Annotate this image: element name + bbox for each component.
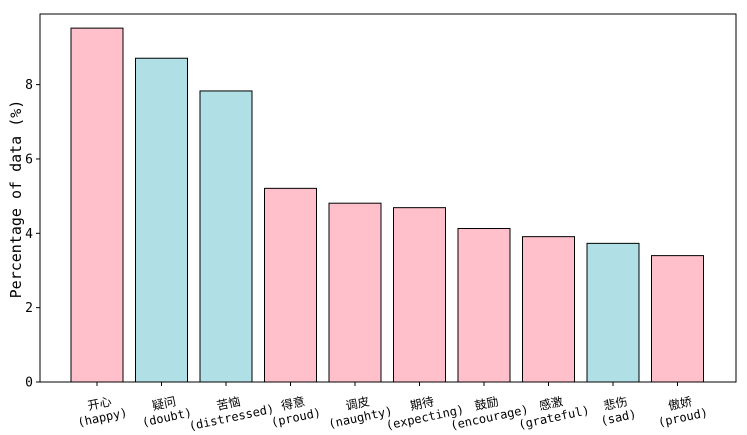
x-tick-label-zh: 得意 (280, 393, 307, 413)
x-tick-label-zh: 鼓励 (473, 394, 499, 413)
bar-1 (70, 27, 124, 383)
y-tick-label: 4 (25, 227, 33, 242)
bar-10 (651, 255, 704, 383)
x-tick-label-zh: 苦恼 (215, 394, 241, 413)
x-tick-label: 得意(proud) (270, 393, 322, 429)
bar-9 (586, 242, 640, 383)
y-tick-label: 0 (25, 376, 33, 391)
bar-2 (135, 57, 188, 383)
x-tick-label-zh: 期待 (409, 394, 435, 413)
bar-4 (264, 187, 317, 383)
bar-5 (328, 202, 382, 383)
y-tick-label: 2 (25, 301, 33, 316)
x-tick-label-zh: 开心 (86, 394, 112, 413)
x-tick-label-zh: 感激 (538, 393, 565, 413)
y-axis-label: Percentage of data (%) (7, 100, 25, 299)
y-tick-label: 6 (25, 152, 33, 167)
bar-8 (522, 236, 575, 383)
x-tick-label: 苦恼(distressed) (188, 394, 276, 433)
x-tick-label-zh: 悲伤 (602, 393, 629, 413)
bar-6 (393, 207, 446, 383)
bar-3 (199, 90, 253, 383)
bar-7 (457, 227, 511, 383)
x-tick-label-zh: 调皮 (344, 394, 370, 413)
x-tick-label: 调皮(naughty) (327, 394, 394, 431)
plot-frame (39, 13, 737, 383)
x-tick-label: 悲伤(sad) (599, 393, 637, 428)
x-tick-label-zh: 疑问 (151, 393, 178, 413)
x-tick-label-zh: 傲娇 (667, 393, 694, 413)
x-tick-label: 疑问(doubt) (141, 393, 193, 429)
x-tick-label: 开心(happy) (76, 394, 128, 429)
x-tick-label: 傲娇(proud) (657, 393, 709, 429)
y-tick-label: 8 (25, 78, 33, 93)
